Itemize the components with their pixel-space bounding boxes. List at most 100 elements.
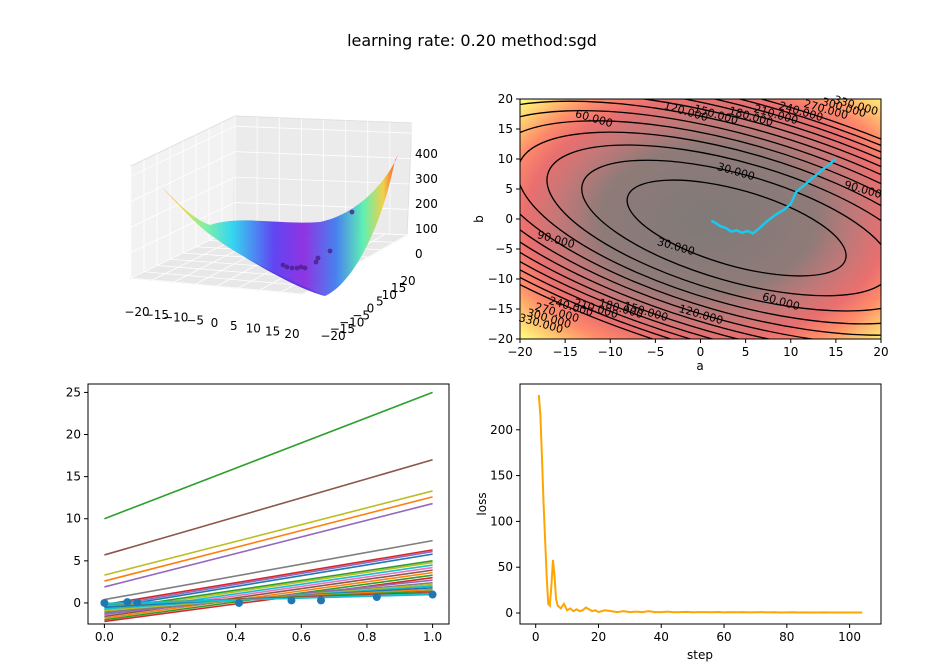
data-point bbox=[428, 590, 437, 599]
y-tick-label: −10 bbox=[339, 315, 364, 329]
gridline bbox=[130, 176, 236, 228]
contour-line bbox=[520, 109, 881, 339]
fit-line bbox=[104, 553, 433, 609]
x-tick-label: 20 bbox=[873, 345, 888, 359]
x-tick-label: 100 bbox=[838, 630, 861, 644]
y-tick-label: 150 bbox=[490, 469, 513, 483]
gridline bbox=[130, 125, 236, 177]
y-tick-label: 100 bbox=[490, 514, 513, 528]
descent-point-3d bbox=[284, 264, 290, 270]
descent-point-3d bbox=[289, 265, 295, 271]
data-point bbox=[100, 598, 109, 607]
x-tick-label: 60 bbox=[716, 630, 731, 644]
y-tick-label: −20 bbox=[320, 329, 345, 343]
contour-ylabel: b bbox=[472, 215, 486, 223]
y-tick-label: 5 bbox=[73, 554, 81, 568]
z-tick-label: 0 bbox=[415, 247, 423, 261]
y-tick-label: −20 bbox=[488, 332, 513, 346]
descent-point-3d bbox=[349, 209, 355, 215]
x-tick-label: 5 bbox=[230, 319, 238, 333]
x-tick-label: 10 bbox=[246, 322, 261, 336]
contour-line bbox=[520, 120, 881, 336]
y-tick-label: −15 bbox=[330, 322, 355, 336]
x-tick-label: −10 bbox=[598, 345, 623, 359]
data-point bbox=[123, 598, 132, 607]
y-tick-label: 10 bbox=[382, 288, 397, 302]
x-tick-label: 0.6 bbox=[292, 630, 311, 644]
y-tick-label: 20 bbox=[498, 92, 513, 106]
gridline bbox=[234, 151, 413, 160]
x-tick-label: 5 bbox=[742, 345, 750, 359]
x-tick-label: 0.2 bbox=[160, 630, 179, 644]
y-tick-label: 200 bbox=[490, 423, 513, 437]
gridline bbox=[234, 202, 413, 210]
x-tick-label: 15 bbox=[828, 345, 843, 359]
fit-line bbox=[104, 496, 433, 582]
contour-line bbox=[520, 99, 881, 339]
contour-line bbox=[520, 99, 881, 339]
y-tick-label: 5 bbox=[505, 182, 513, 196]
fit-lines bbox=[104, 391, 433, 623]
x-tick-label: 0.4 bbox=[226, 630, 245, 644]
x-tick-label: 10 bbox=[783, 345, 798, 359]
z-tick-label: 100 bbox=[415, 222, 438, 236]
x-tick-label: 20 bbox=[284, 327, 299, 341]
descent-point-3d bbox=[327, 248, 333, 254]
data-points bbox=[100, 590, 437, 607]
y-tick-label: 10 bbox=[66, 512, 81, 526]
contour-line bbox=[520, 100, 881, 339]
y-tick-label: 15 bbox=[66, 470, 81, 484]
y-tick-label: 15 bbox=[498, 122, 513, 136]
data-point bbox=[234, 598, 243, 607]
loss-curve bbox=[537, 394, 863, 614]
contour-xlabel: a bbox=[696, 359, 703, 373]
fit-line bbox=[104, 571, 433, 619]
descent-point-3d bbox=[298, 264, 304, 270]
x-tick-label: 15 bbox=[265, 324, 280, 338]
loss-frame bbox=[519, 383, 882, 625]
fit-line bbox=[104, 502, 433, 588]
data-point bbox=[133, 598, 142, 607]
y-tick-label: −5 bbox=[352, 308, 370, 322]
fit-line bbox=[104, 490, 433, 576]
descent-point-3d bbox=[315, 255, 321, 261]
y-tick-label: −15 bbox=[488, 302, 513, 316]
y-tick-label: 20 bbox=[400, 274, 415, 288]
pane-back-wall bbox=[233, 115, 413, 236]
loss-surface bbox=[150, 155, 398, 296]
gridline bbox=[143, 271, 317, 288]
x-tick-label: 1.0 bbox=[423, 630, 442, 644]
y-tick-label: −10 bbox=[488, 272, 513, 286]
loss-axis-ticks: 0 20 40 60 80 100 0 50 100 150 200 bbox=[490, 423, 861, 644]
x-tick-label: 0 bbox=[211, 316, 219, 330]
x-tick-label: −15 bbox=[552, 345, 577, 359]
gridline bbox=[130, 202, 236, 253]
gridline bbox=[130, 277, 304, 295]
figure-title: learning rate: 0.20 method:sgd bbox=[347, 31, 597, 50]
y-tick-label: 5 bbox=[376, 295, 384, 309]
x-tick-label: −5 bbox=[186, 313, 204, 327]
x-tick-label: −15 bbox=[144, 308, 169, 322]
gridline bbox=[234, 125, 413, 134]
fit-line bbox=[104, 539, 433, 601]
z-tick-label: 300 bbox=[415, 172, 438, 186]
descent-point-3d bbox=[294, 265, 300, 271]
x-tick-label: 0 bbox=[697, 345, 705, 359]
contour-lines bbox=[520, 99, 881, 339]
y-tick-label: 25 bbox=[66, 385, 81, 399]
y-tick-label: 0 bbox=[505, 606, 513, 620]
x-tick-label: −5 bbox=[647, 345, 665, 359]
y-tick-label: 10 bbox=[498, 152, 513, 166]
regression-lines-panel: 0.0 0.2 0.4 0.6 0.8 1.0 0 5 10 15 20 25 bbox=[66, 383, 450, 644]
data-point bbox=[317, 596, 326, 605]
fit-line bbox=[104, 549, 433, 606]
lines-axis-ticks: 0.0 0.2 0.4 0.6 0.8 1.0 0 5 10 15 20 25 bbox=[66, 385, 442, 644]
x-tick-label: −10 bbox=[163, 311, 188, 325]
contour-line bbox=[581, 159, 881, 297]
y-tick-label: 0 bbox=[505, 212, 513, 226]
contour-line bbox=[520, 99, 881, 339]
descent-point-3d bbox=[313, 259, 319, 265]
loss-ylabel: loss bbox=[475, 492, 489, 515]
fit-line bbox=[104, 391, 433, 520]
